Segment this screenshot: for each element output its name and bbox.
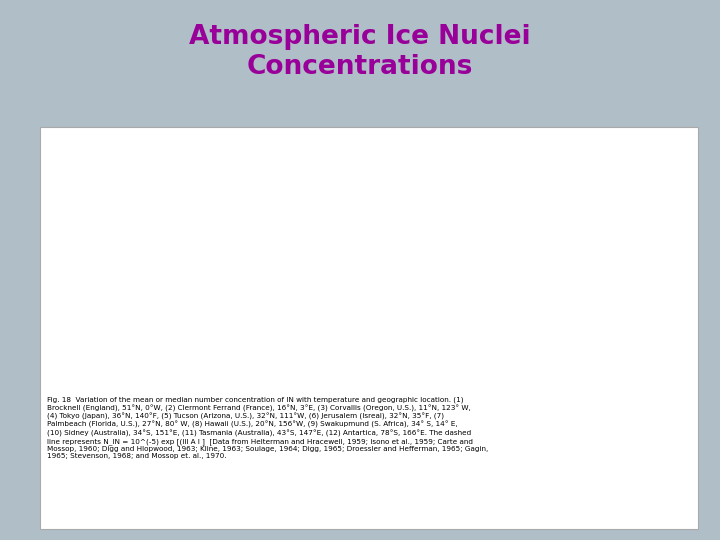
X-axis label: Temperature (°C): Temperature (°C) bbox=[327, 404, 429, 417]
Text: Atmospheric Ice Nuclei
Concentrations: Atmospheric Ice Nuclei Concentrations bbox=[189, 24, 531, 80]
Text: (8): (8) bbox=[549, 144, 561, 153]
Text: (4): (4) bbox=[496, 219, 508, 228]
Text: (9): (9) bbox=[530, 196, 542, 205]
Y-axis label: Number of Ice Forming Nuce (l⁻¹): Number of Ice Forming Nuce (l⁻¹) bbox=[71, 172, 81, 357]
Text: (11): (11) bbox=[546, 178, 562, 187]
Text: (2): (2) bbox=[503, 214, 516, 224]
Text: (6): (6) bbox=[523, 254, 534, 264]
Text: Pruppacher and Klett p. 243.: Pruppacher and Klett p. 243. bbox=[509, 148, 639, 157]
Text: (1): (1) bbox=[378, 380, 390, 388]
Text: (3): (3) bbox=[599, 226, 611, 235]
Text: Fig. 18  Variation of the mean or median number concentration of IN with tempera: Fig. 18 Variation of the mean or median … bbox=[47, 397, 488, 458]
